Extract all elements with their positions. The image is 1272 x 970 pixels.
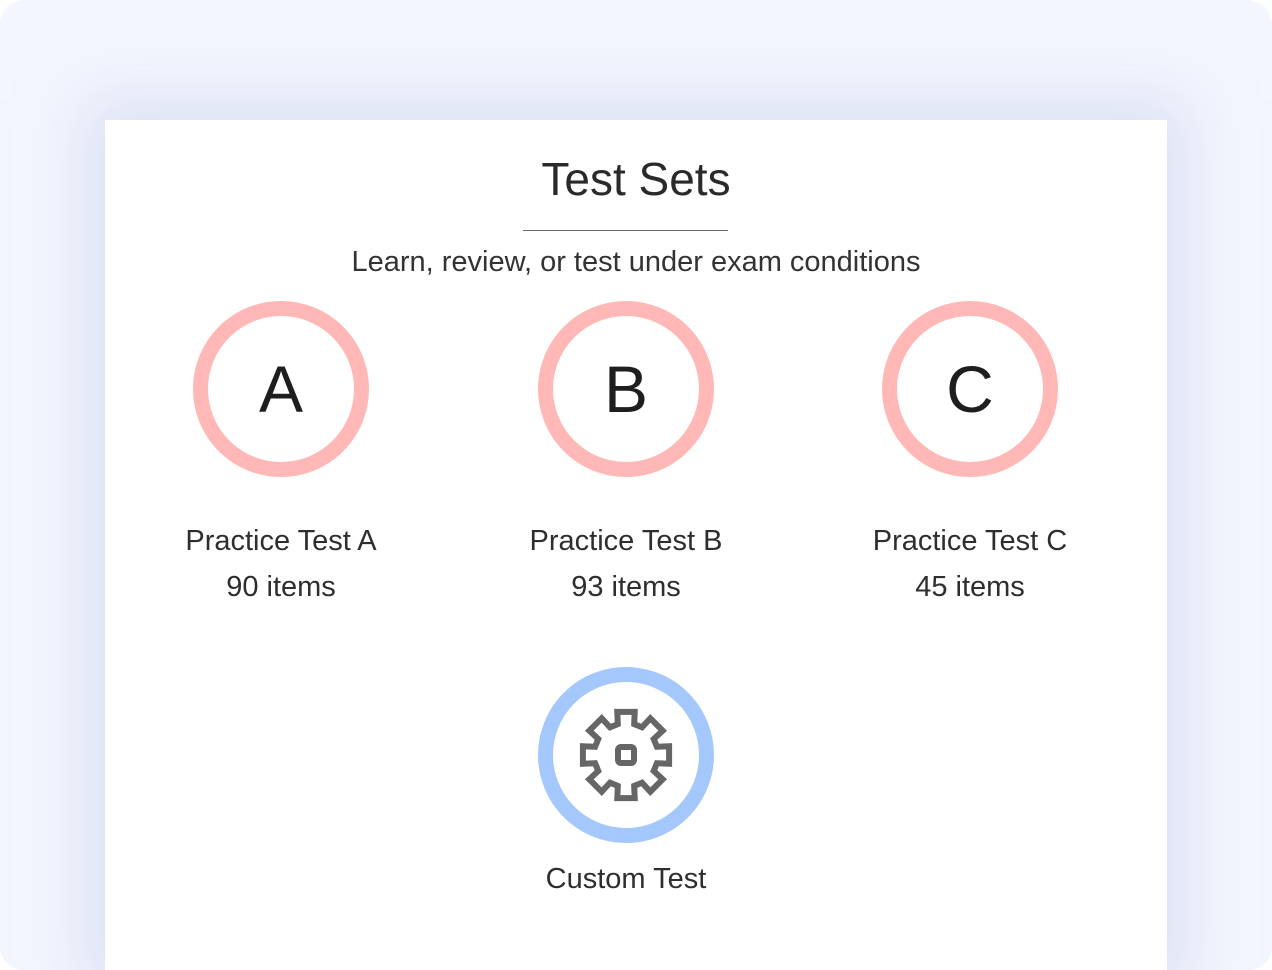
test-b-name: Practice Test B — [529, 525, 723, 557]
test-a-badge: A — [193, 301, 369, 477]
test-a-count: 90 items — [226, 571, 336, 603]
page-title: Test Sets — [541, 153, 731, 205]
test-a-name: Practice Test A — [185, 525, 377, 557]
practice-test-a[interactable]: A Practice Test A 90 items — [131, 301, 431, 611]
test-b-badge: B — [538, 301, 714, 477]
test-b-letter: B — [603, 352, 649, 426]
gear-icon — [579, 708, 673, 802]
test-a-letter: A — [258, 352, 304, 426]
test-b-count: 93 items — [571, 571, 681, 603]
custom-test-badge — [538, 667, 714, 843]
page-subtitle: Learn, review, or test under exam condit… — [351, 246, 921, 278]
test-c-count: 45 items — [915, 571, 1025, 603]
test-c-badge: C — [882, 301, 1058, 477]
custom-test-name: Custom Test — [545, 863, 707, 895]
test-c-name: Practice Test C — [872, 525, 1068, 557]
practice-test-b[interactable]: B Practice Test B 93 items — [476, 301, 776, 611]
title-divider — [523, 230, 728, 231]
custom-test[interactable]: Custom Test — [476, 667, 776, 907]
test-c-letter: C — [946, 352, 994, 426]
practice-test-c[interactable]: C Practice Test C 45 items — [820, 301, 1120, 611]
